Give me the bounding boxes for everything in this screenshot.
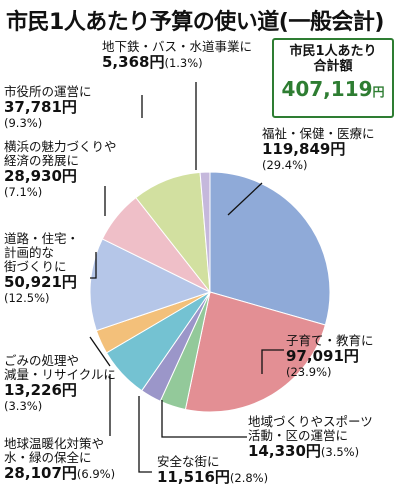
slice-label-text: 計画的な <box>4 245 55 260</box>
slice-value: 97,091円 <box>286 347 359 365</box>
slice-label-text: 道路・住宅・ <box>4 231 80 246</box>
slice-label-7: 横浜の魅力づくりや 経済の発展に 28,930円 (7.1%) <box>4 140 117 199</box>
slice-label-text: 福祉・保健・医療に <box>262 126 375 141</box>
total-amount-unit: 円 <box>372 84 385 99</box>
slice-percent: (2.8%) <box>229 471 269 485</box>
leader-line-2 <box>161 400 247 438</box>
slice-label-9: 地下鉄・バス・水道事業に 5,368円(1.3%) <box>102 40 252 71</box>
slice-label-3: 安全な街に 11,516円(2.8%) <box>157 455 268 486</box>
slice-percent: (29.4%) <box>262 157 308 172</box>
slice-label-1: 子育て・教育に 97,091円 (23.9%) <box>286 334 374 379</box>
slice-value: 5,368円 <box>102 53 165 71</box>
slice-label-text: 経済の発展に <box>4 153 80 168</box>
slice-value-row: 28,107円(6.9%) <box>4 465 115 482</box>
slice-value-row: 50,921円 <box>4 274 79 291</box>
slice-value-row: 37,781円 <box>4 99 92 116</box>
slice-label-5: ごみの処理や 減量・リサイクルに 13,226円 (3.3%) <box>4 354 116 413</box>
slice-percent-row: (12.5%) <box>4 291 79 305</box>
pie-slice-9 <box>199 171 211 293</box>
slice-label-text: 活動・区の運営に <box>248 428 349 443</box>
slice-percent: (3.3%) <box>4 398 43 413</box>
slice-percent-row: (9.3%) <box>4 116 92 130</box>
pie-slice-0 <box>209 171 331 326</box>
slice-percent: (9.3%) <box>4 115 43 130</box>
leader-line-6 <box>90 252 97 279</box>
slice-percent-row: (29.4%) <box>262 158 375 172</box>
slice-percent: (1.3%) <box>164 56 203 70</box>
slice-label-text: 地域づくりやスポーツ <box>248 414 373 429</box>
slice-label-text: 横浜の魅力づくりや <box>4 139 117 154</box>
slice-value: 13,226円 <box>4 381 77 399</box>
slice-percent: (6.9%) <box>76 467 116 481</box>
total-label-line2: 合計額 <box>313 59 353 75</box>
slice-label-text: 子育て・教育に <box>286 333 374 348</box>
chart-title: 市民1人あたり予算の使い道(一般会計) <box>6 10 384 35</box>
slice-value: 37,781円 <box>4 98 77 116</box>
slice-percent: (12.5%) <box>4 290 50 305</box>
slice-value-row: 97,091円 <box>286 348 374 365</box>
leader-line-5 <box>89 336 111 367</box>
slice-label-text: 地下鉄・バス・水道事業に <box>102 39 253 54</box>
total-label-line1: 市民1人あたり <box>289 44 377 59</box>
slice-label-text: 街づくりに <box>4 259 67 274</box>
slice-value-row: 28,930円 <box>4 168 117 185</box>
slice-label-8: 市役所の運営に 37,781円 (9.3%) <box>4 85 92 130</box>
total-box: 市民1人あたり 合計額 407,119円 <box>272 38 394 118</box>
total-amount-value: 407,119 <box>281 76 373 101</box>
slice-label-text: 水・緑の保全に <box>4 450 92 465</box>
slice-percent: (7.1%) <box>4 184 43 199</box>
slice-value: 119,849円 <box>262 140 346 158</box>
slice-value-row: 5,368円(1.3%) <box>102 54 252 71</box>
slice-label-text: 市役所の運営に <box>4 84 92 99</box>
pie-slice-6 <box>89 238 212 332</box>
slice-value: 14,330円 <box>248 442 321 460</box>
slice-percent-row: (3.3%) <box>4 399 116 413</box>
slice-percent-row: (23.9%) <box>286 365 374 379</box>
slice-label-text: 地球温暖化対策や <box>4 436 105 451</box>
pie-slice-1 <box>184 291 326 413</box>
slice-value-row: 11,516円(2.8%) <box>157 469 268 486</box>
slice-label-4: 地球温暖化対策や 水・緑の保全に 28,107円(6.9%) <box>4 437 115 482</box>
slice-value: 28,930円 <box>4 167 77 185</box>
slice-percent: (23.9%) <box>286 364 332 379</box>
slice-label-0: 福祉・保健・医療に 119,849円 (29.4%) <box>262 127 375 172</box>
slice-percent: (3.5%) <box>320 445 360 459</box>
slice-value-row: 119,849円 <box>262 141 375 158</box>
leader-line-0 <box>227 182 263 216</box>
slice-label-text: 減量・リサイクルに <box>4 367 116 382</box>
slice-value-row: 14,330円(3.5%) <box>248 443 373 460</box>
slice-value: 50,921円 <box>4 273 77 291</box>
slice-value-row: 13,226円 <box>4 382 116 399</box>
leader-line-1 <box>261 349 284 374</box>
slice-label-text: 安全な街に <box>157 454 220 469</box>
slice-value: 11,516円 <box>157 468 230 486</box>
slice-label-2: 地域づくりやスポーツ 活動・区の運営に 14,330円(3.5%) <box>248 415 373 460</box>
slice-label-text: ごみの処理や <box>4 353 80 368</box>
slice-value: 28,107円 <box>4 464 77 482</box>
slice-percent-row: (7.1%) <box>4 185 117 199</box>
total-amount: 407,119円 <box>274 77 392 101</box>
slice-label-6: 道路・住宅・ 計画的な 街づくりに 50,921円 (12.5%) <box>4 232 79 305</box>
leader-line-3 <box>138 396 152 473</box>
